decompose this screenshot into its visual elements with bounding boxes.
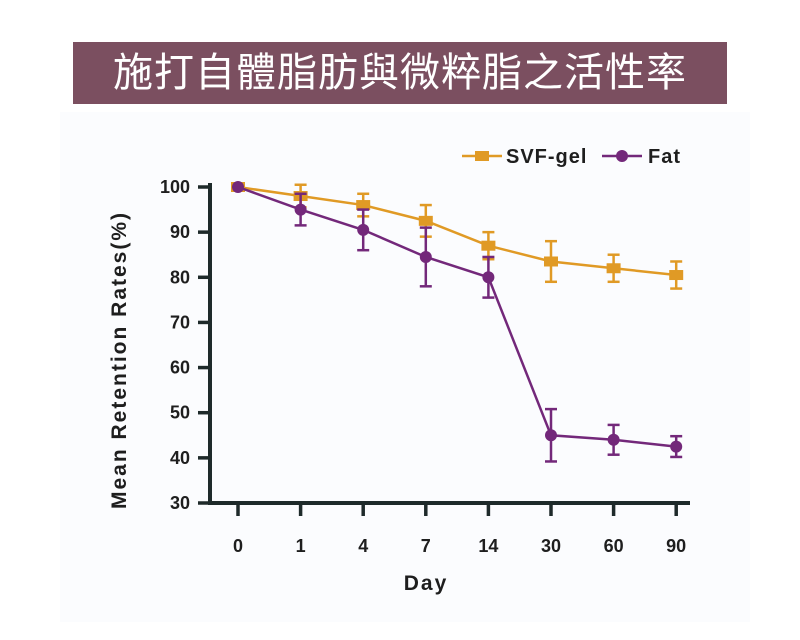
x-tick-label: 1 <box>296 536 306 556</box>
legend-label: SVF-gel <box>506 146 587 168</box>
y-tick-label: 40 <box>170 448 190 468</box>
chart-title: 施打自體脂肪與微粹脂之活性率 <box>73 42 727 104</box>
data-point <box>481 240 496 251</box>
y-tick-label: 50 <box>170 403 190 423</box>
data-point <box>669 270 684 281</box>
series-fat <box>232 181 683 463</box>
data-point <box>419 250 432 263</box>
y-tick-label: 90 <box>170 222 190 242</box>
x-tick-label: 4 <box>358 536 368 556</box>
data-point <box>607 433 620 446</box>
legend-circle-marker-icon <box>616 150 628 162</box>
legend-label: Fat <box>648 146 681 168</box>
y-axis-label: Mean Retention Rates(%) <box>108 211 131 509</box>
chart-panel <box>60 112 750 622</box>
y-tick-label: 60 <box>170 358 190 378</box>
y-tick-label: 70 <box>170 312 190 332</box>
series-line <box>237 185 677 448</box>
data-point <box>482 271 495 284</box>
data-point <box>670 440 683 453</box>
x-axis-label: Day <box>404 572 449 595</box>
x-tick-label: 0 <box>233 536 243 556</box>
data-point <box>232 181 244 193</box>
data-point <box>544 256 558 267</box>
data-point <box>418 215 433 226</box>
y-tick-label: 30 <box>170 493 190 513</box>
x-tick-label: 30 <box>541 536 561 556</box>
y-tick-label: 80 <box>170 267 190 287</box>
y-tick-label: 100 <box>160 177 190 197</box>
data-point <box>356 200 371 211</box>
x-tick-label: 60 <box>604 536 624 556</box>
series-line <box>237 185 677 277</box>
x-tick-label: 7 <box>421 536 431 556</box>
x-tick-label: 14 <box>478 536 498 556</box>
data-point <box>357 223 370 236</box>
data-point <box>294 203 307 216</box>
data-point <box>606 263 621 274</box>
data-point <box>545 429 557 442</box>
x-tick-label: 90 <box>666 536 686 556</box>
legend-square-marker-icon <box>475 151 489 161</box>
series-svfgel <box>231 182 684 290</box>
